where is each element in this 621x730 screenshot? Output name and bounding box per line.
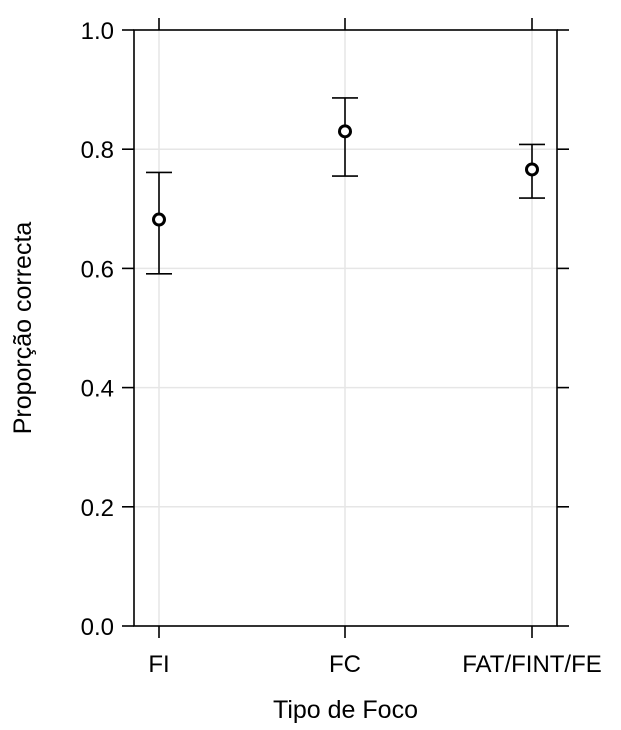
axis-ticks: 0.0 0.2 0.4 0.6 0.8 1.0 FI FC FAT/FINT/FE bbox=[81, 18, 602, 678]
x-tick-label: FI bbox=[148, 651, 169, 678]
data-point bbox=[338, 124, 352, 139]
data-point bbox=[525, 162, 539, 177]
y-axis-title: Proporção correcta bbox=[9, 222, 37, 435]
data-point-group bbox=[146, 171, 172, 275]
y-tick-label: 0.2 bbox=[81, 495, 114, 522]
x-axis-title: Tipo de Foco bbox=[273, 696, 418, 724]
y-tick-label: 0.4 bbox=[81, 376, 114, 403]
y-tick-label: 0.0 bbox=[81, 614, 114, 641]
y-tick-label: 0.8 bbox=[81, 137, 114, 164]
x-tick-label: FC bbox=[329, 651, 361, 678]
data-point-group bbox=[332, 97, 358, 177]
x-tick-label: FAT/FINT/FE bbox=[462, 651, 602, 678]
data-point-group bbox=[519, 143, 545, 199]
data-marks bbox=[146, 97, 545, 275]
data-point bbox=[152, 212, 166, 227]
y-tick-label: 0.6 bbox=[81, 256, 114, 283]
y-tick-label: 1.0 bbox=[81, 18, 114, 45]
